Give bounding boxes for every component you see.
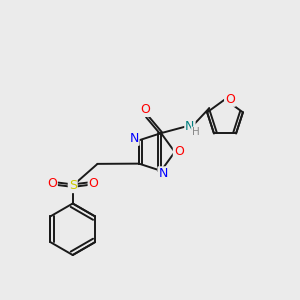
Text: O: O bbox=[174, 146, 184, 158]
Text: O: O bbox=[47, 177, 57, 190]
Text: H: H bbox=[192, 128, 200, 137]
Text: N: N bbox=[158, 167, 168, 180]
Text: O: O bbox=[225, 93, 235, 106]
Text: O: O bbox=[88, 177, 98, 190]
Text: O: O bbox=[140, 103, 150, 116]
Text: S: S bbox=[69, 179, 77, 192]
Text: N: N bbox=[129, 132, 139, 145]
Text: N: N bbox=[185, 120, 195, 133]
